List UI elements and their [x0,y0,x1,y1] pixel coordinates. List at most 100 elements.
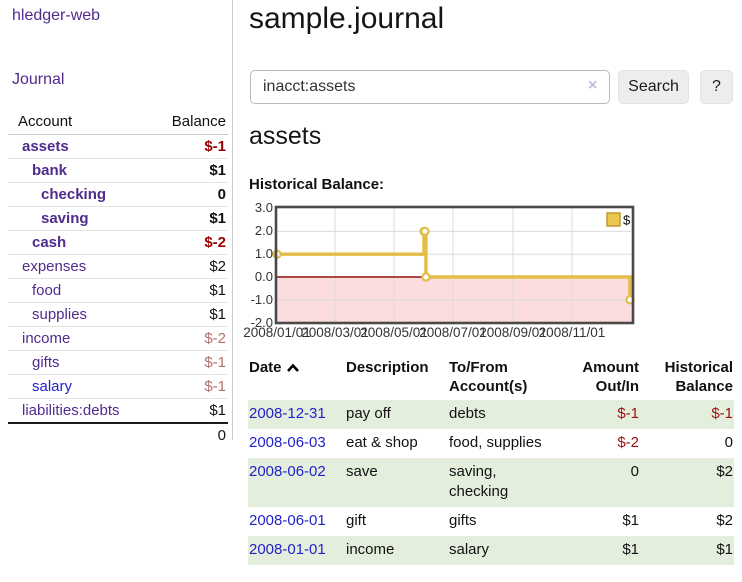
account-link-supplies[interactable]: supplies [32,306,88,323]
account-row: checking 0 [8,182,228,207]
svg-text:2008/05/01: 2008/05/01 [360,325,428,340]
sidebar: hledger-web Journal Account Balance asse… [0,0,233,448]
y-tick-label: 0.0 [255,269,273,284]
y-tick-label: 2.0 [255,223,273,238]
account-link-food[interactable]: food [32,282,62,299]
account-balance: $1 [146,206,228,231]
register-row: 2008-06-01 gift gifts $1 $2 [248,507,734,536]
account-row: liabilities:debts $1 [8,398,228,423]
account-balance: $-2 [146,230,228,255]
transaction-description: eat & shop [346,434,418,451]
transaction-balance: $1 [640,536,734,565]
y-tick-label: -1.0 [251,292,273,307]
register-row: 2008-06-02 save saving, checking 0 $2 [248,458,734,507]
account-link-cash[interactable]: cash [32,234,67,251]
y-tick-label: -2.0 [251,315,273,330]
sort-ascending-icon [286,359,300,378]
account-link-assets[interactable]: assets [22,138,69,155]
y-tick-label: 3.0 [255,202,273,215]
search-form: × Search ? [248,70,742,104]
chart-svg: $ 3.0 2.0 1.0 0.0 -1.0 -2.0 2008/01/0120… [243,202,635,340]
account-row: gifts $-1 [8,350,228,375]
account-balance: $1 [146,302,228,327]
transaction-amount: $-1 [560,400,640,429]
account-row: supplies $1 [8,302,228,327]
transaction-date-link[interactable]: 2008-06-02 [249,463,326,480]
historical-balance-chart: $ 3.0 2.0 1.0 0.0 -1.0 -2.0 2008/01/01 20… [240,202,685,348]
transaction-description: gift [346,512,367,529]
register-header-description: Description [346,359,429,376]
account-row: saving $1 [8,206,228,231]
account-row: assets $-1 [8,134,228,159]
transaction-balance: $-1 [640,400,734,429]
transaction-description: pay off [345,400,448,429]
legend-swatch [606,212,621,227]
legend-label: $ [623,213,631,228]
account-link-gifts[interactable]: gifts [32,354,60,371]
chart-section-label: Historical Balance: [249,176,385,193]
brand-link[interactable]: hledger-web [12,7,101,24]
x-tick-labels: 2008/01/012008/03/012008/05/012008/07/01… [243,325,605,340]
clear-search-icon[interactable]: × [588,77,598,94]
register-header-balance: Historical Balance [664,359,733,395]
account-link-liabilities-debts[interactable]: liabilities:debts [22,402,120,419]
register-header-accounts: To/From Account(s) [449,359,528,395]
account-balance: $-2 [146,326,228,351]
account-row: expenses $2 [8,254,228,279]
accounts-total: 0 [146,422,228,448]
register-row: 2008-12-31 pay off debts $-1 $-1 [248,400,734,429]
transaction-date-link[interactable]: 2008-06-03 [249,434,326,451]
transaction-amount: $-2 [617,434,639,451]
svg-text:2008/01/01: 2008/01/01 [243,325,311,340]
transaction-date-link[interactable]: 2008-01-01 [249,541,326,558]
sidebar-item-journal[interactable]: Journal [12,71,65,88]
transaction-balance: $2 [640,458,734,507]
transaction-accounts: salary [448,536,560,565]
register-row: 2008-06-03 eat & shop food, supplies $-2… [248,429,734,458]
account-balance: $2 [146,254,228,279]
account-link-bank[interactable]: bank [32,162,68,179]
transaction-accounts: saving, checking [448,458,560,507]
accounts-header-account: Account [8,110,147,135]
register-header-date[interactable]: Date [248,356,345,400]
transaction-description: income [345,536,448,565]
account-link-salary[interactable]: salary [32,378,73,395]
account-row: bank $1 [8,158,228,183]
accounts-total-row: 0 [8,422,228,448]
account-balance: $1 [146,158,228,183]
help-button[interactable]: ? [700,70,733,104]
account-row: cash $-2 [8,230,228,255]
register-table: Date Description To/From Account(s) Amou… [248,356,734,565]
account-link-income[interactable]: income [22,330,71,347]
transaction-date-link[interactable]: 2008-12-31 [249,405,326,422]
account-row: food $1 [8,278,228,303]
search-button[interactable]: Search [618,70,689,104]
account-link-saving[interactable]: saving [41,210,89,227]
account-row: salary $-1 [8,374,228,399]
account-balance: $-1 [146,134,228,159]
account-balance: $-1 [146,350,228,375]
svg-text:2008/11/01: 2008/11/01 [539,325,606,340]
search-input[interactable] [250,70,610,104]
account-row: income $-2 [8,326,228,351]
svg-text:2008/07/01: 2008/07/01 [419,325,487,340]
account-link-expenses[interactable]: expenses [22,258,87,275]
accounts-header-balance: Balance [146,110,228,135]
svg-text:2008/03/01: 2008/03/01 [301,325,369,340]
transaction-amount: $1 [622,512,639,529]
account-balance: $1 [146,278,228,303]
transaction-amount: 0 [560,458,640,507]
plot-border [274,205,635,325]
account-balance: $1 [146,398,228,423]
transaction-amount: $1 [560,536,640,565]
accounts-table: Account Balance assets $-1 bank $1 checkin… [8,110,228,448]
main-content: sample.journal × Search ? assets Histori… [243,0,742,582]
transaction-balance: $2 [716,512,733,529]
page-title: sample.journal [249,2,445,35]
account-balance: 0 [146,182,228,207]
transaction-balance: 0 [724,434,733,451]
account-balance: $-1 [146,374,228,399]
account-link-checking[interactable]: checking [41,186,107,203]
account-heading: assets [249,122,322,150]
transaction-date-link[interactable]: 2008-06-01 [249,512,326,529]
